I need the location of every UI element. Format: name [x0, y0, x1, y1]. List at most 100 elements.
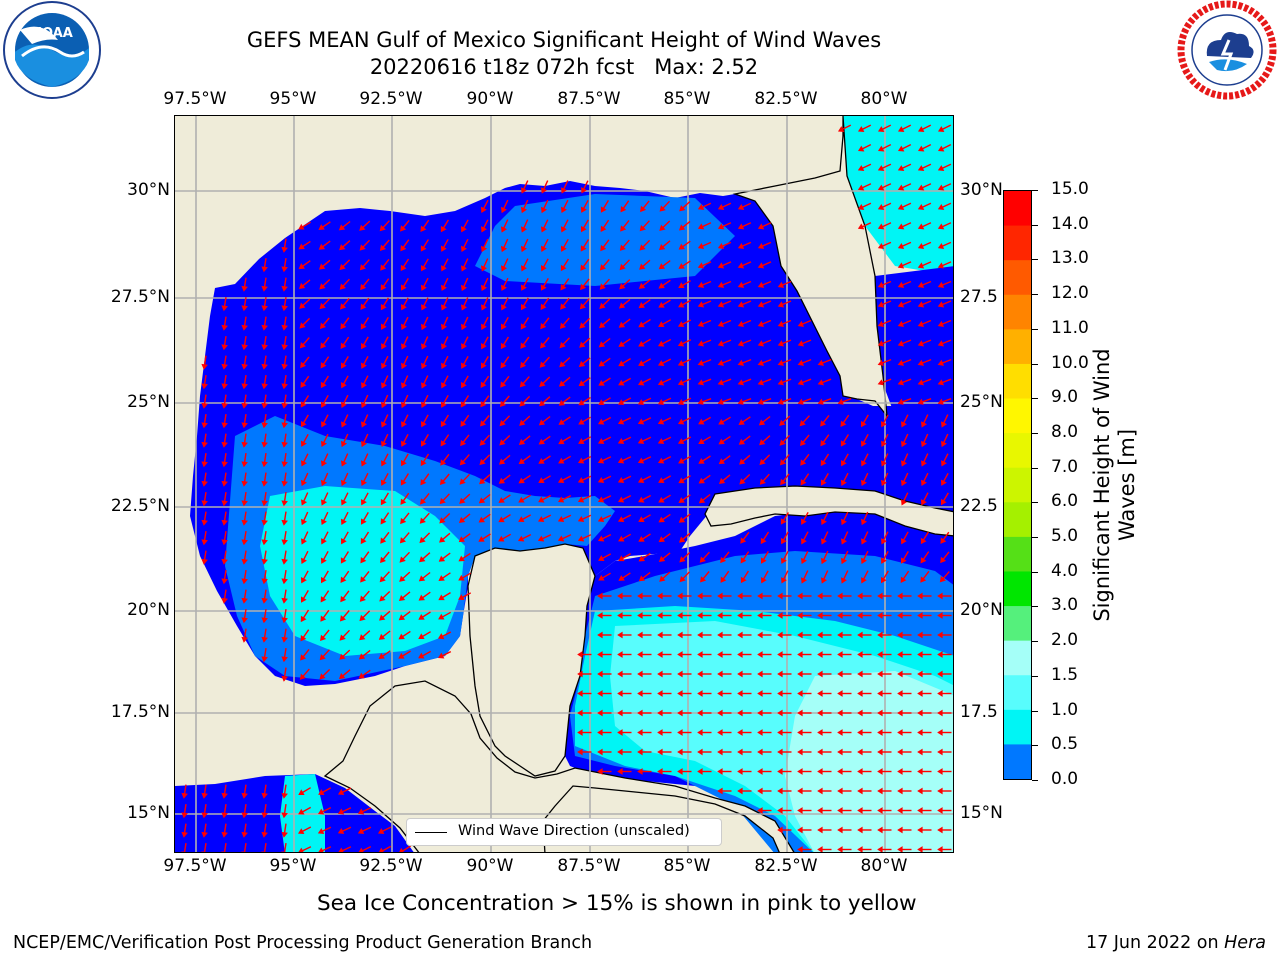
wave-direction-arrowhead [917, 281, 925, 288]
wave-direction-arrowhead [360, 460, 367, 467]
wave-direction-arrowhead [499, 439, 506, 446]
wave-direction-arrowhead [399, 575, 406, 582]
wave-direction-arrowhead [359, 595, 366, 602]
wave-direction-arrowhead [637, 437, 645, 445]
wave-direction-arrowhead [298, 808, 305, 815]
wave-direction-arrowhead [538, 419, 546, 426]
wave-direction-arrowhead [937, 165, 945, 172]
wave-direction-arrowhead [799, 420, 806, 427]
wave-direction-arrowhead [657, 748, 663, 756]
wave-direction-arrowhead [617, 592, 623, 600]
wave-direction-arrowhead [341, 499, 347, 506]
wave-direction-arrowhead [281, 617, 288, 624]
wave-direction-arrowhead [300, 499, 308, 506]
wave-direction-arrowhead [917, 748, 923, 756]
wave-direction-arrowhead [360, 498, 367, 506]
wave-direction-arrowhead [378, 653, 385, 659]
wave-direction-arrowhead [817, 807, 823, 814]
wave-direction-arrowhead [201, 480, 208, 487]
wave-direction-arrowhead [298, 847, 304, 852]
wave-direction-arrowhead [300, 596, 307, 603]
wave-direction-arrowhead [857, 709, 863, 717]
wave-direction-arrowhead [897, 787, 903, 795]
footer-producer: NCEP/EMC/Verification Post Processing Pr… [13, 933, 593, 953]
wave-direction-arrowhead [677, 729, 683, 736]
wave-direction-arrowhead [937, 651, 943, 658]
wave-direction-arrowhead [658, 555, 666, 562]
wave-direction-arrowhead [937, 612, 943, 619]
wave-direction-arrowhead [281, 851, 286, 852]
wave-direction-arrowhead [900, 460, 908, 467]
wave-direction-arrowhead [617, 709, 623, 717]
wave-direction-arrowhead [319, 322, 326, 330]
wave-direction-arrowhead [597, 729, 603, 736]
colorbar-tick-label: 7.0 [1051, 456, 1079, 477]
wave-direction-arrowhead [398, 633, 405, 640]
wave-direction-arrowhead [717, 359, 724, 366]
wave-direction-arrowhead [937, 320, 944, 327]
wave-direction-arrowhead [597, 651, 603, 658]
wave-direction-arrowhead [221, 539, 228, 546]
wave-direction-arrowhead [638, 535, 645, 542]
wave-direction-arrowhead [181, 851, 186, 852]
wave-direction-arrowhead [700, 576, 707, 583]
wave-direction-arrowhead [737, 768, 743, 775]
wave-direction-arrowhead [261, 285, 268, 292]
colorbar-swatch [1004, 709, 1031, 745]
wave-direction-arrowhead [737, 651, 743, 658]
wave-direction-arrowhead [599, 264, 606, 271]
wave-direction-arrowhead [697, 670, 703, 678]
wave-direction-arrowhead [780, 557, 787, 564]
wave-direction-arrowhead [880, 420, 887, 428]
wave-direction-arrowhead [340, 518, 347, 526]
wave-direction-arrowhead [458, 594, 465, 601]
wave-direction-arrowhead [897, 592, 903, 600]
wave-direction-arrowhead [241, 480, 248, 487]
wave-direction-arrowhead [460, 265, 467, 272]
wave-direction-arrowhead [281, 500, 288, 507]
wave-direction-arrowhead [558, 438, 565, 445]
wave-direction-arrowhead [640, 205, 647, 213]
wave-direction-arrowhead [221, 812, 228, 819]
wave-direction-arrowhead [940, 421, 948, 428]
wave-direction-arrowhead [437, 633, 445, 640]
wave-direction-arrowhead [638, 340, 645, 347]
wave-direction-arrowhead [498, 497, 505, 503]
wave-direction-arrowhead [698, 497, 706, 504]
wave-direction-arrowhead [319, 673, 326, 680]
wave-direction-arrowhead [897, 359, 904, 366]
wave-direction-arrowhead [777, 359, 784, 366]
colorbar-tick-label: 9.0 [1051, 387, 1079, 408]
wave-direction-arrowhead [817, 612, 823, 619]
wave-direction-arrowhead [300, 420, 307, 428]
wave-direction-arrowhead [340, 595, 347, 603]
wave-direction-arrowhead [618, 379, 625, 386]
wave-direction-arrowhead [638, 302, 645, 309]
wave-direction-arrowhead [657, 360, 665, 366]
wave-direction-arrowhead [599, 321, 606, 329]
wave-direction-arrowhead [620, 225, 627, 232]
wave-direction-arrowhead [437, 652, 445, 659]
wave-direction-arrowhead [500, 362, 507, 369]
wave-direction-arrowhead [357, 828, 365, 835]
wave-direction-arrowhead [441, 265, 447, 272]
wave-direction-arrowhead [638, 516, 645, 523]
wave-direction-arrowhead [340, 537, 347, 545]
wave-direction-arrowhead [339, 615, 346, 622]
colorbar-tick-label: 4.0 [1051, 560, 1079, 581]
wave-direction-arrowhead [757, 631, 763, 639]
wave-direction-arrowhead [837, 651, 843, 658]
wave-direction-arrowhead [940, 440, 947, 448]
wave-direction-arrowhead [419, 556, 426, 563]
wave-direction-arrowhead [880, 460, 887, 467]
colorbar-swatch [1004, 744, 1031, 780]
wave-direction-arrowhead [261, 441, 268, 448]
wave-direction-arrowhead [740, 576, 747, 584]
colorbar-tick-mark [1032, 571, 1038, 573]
wave-direction-arrowhead [638, 321, 645, 328]
wave-direction-arrowhead [917, 592, 923, 600]
wave-direction-arrowhead [597, 418, 605, 425]
wave-direction-arrowhead [817, 651, 823, 658]
colorbar-tick-label: 1.5 [1051, 664, 1079, 685]
wave-direction-arrowhead [937, 340, 944, 347]
